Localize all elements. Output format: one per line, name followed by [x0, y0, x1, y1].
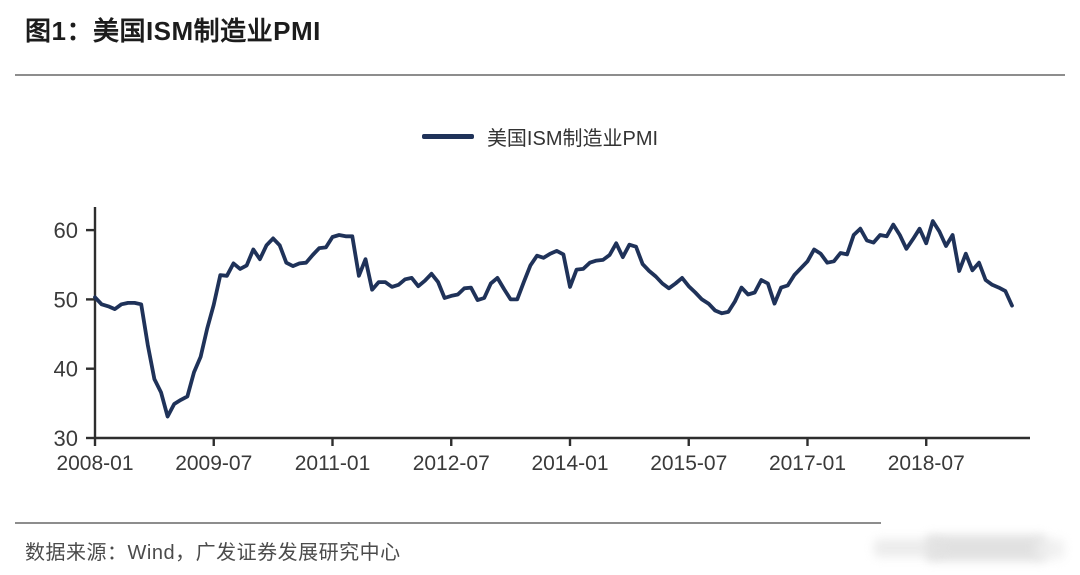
x-axis-tick-label: 2014-01 [531, 452, 608, 475]
data-source-text: 数据来源：Wind，广发证券发展研究中心 [25, 542, 401, 564]
x-axis-tick-label: 2009-07 [175, 452, 252, 475]
x-axis-tick-label: 2008-01 [56, 452, 133, 475]
x-axis-tick-label: 2011-01 [295, 452, 371, 475]
legend-line-swatch [421, 134, 474, 139]
y-axis-tick-label: 30 [54, 426, 78, 451]
y-axis-tick-label: 40 [54, 357, 78, 382]
legend-label: 美国ISM制造业PMI [486, 128, 659, 150]
y-axis-tick-label: 60 [54, 218, 78, 243]
x-axis-tick-label: 2012-07 [413, 452, 490, 475]
x-axis-tick-label: 2018-07 [888, 452, 965, 475]
x-axis-tick-label: 2015-07 [650, 452, 727, 475]
x-axis-tick-label: 2017-01 [769, 452, 846, 475]
chart-legend: 美国ISM制造业PMI [0, 122, 1080, 151]
pmi-series-line [93, 219, 1014, 419]
y-axis-tick-label: 50 [54, 287, 78, 312]
top-divider [15, 74, 1065, 76]
bottom-divider [15, 522, 881, 524]
figure-title: 图1：美国ISM制造业PMI [25, 16, 321, 46]
